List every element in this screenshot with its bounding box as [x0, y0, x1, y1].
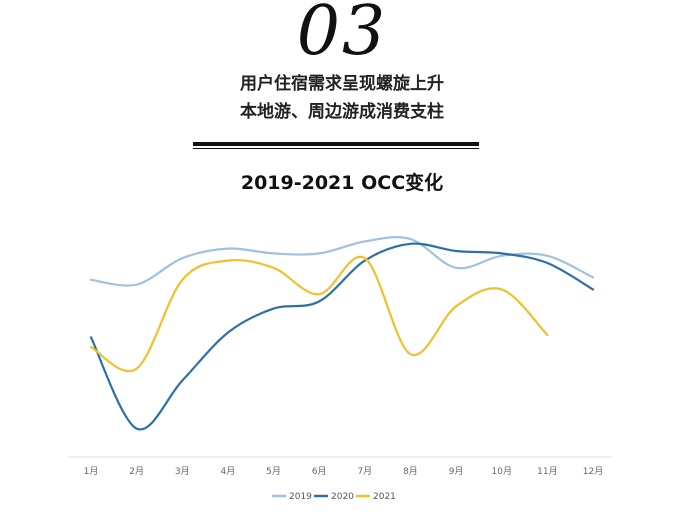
x-tick-label: 8月: [403, 466, 418, 477]
headline-line-1: 用户住宿需求呈现螺旋上升: [240, 74, 444, 94]
legend-label-2021: 2021: [373, 492, 396, 502]
legend-label-2019: 2019: [289, 492, 312, 502]
x-tick-label: 9月: [449, 466, 464, 477]
divider-thin: [193, 148, 479, 149]
chart-title: 2019-2021 OCC变化: [240, 172, 444, 194]
x-tick-label: 1月: [84, 466, 99, 477]
x-tick-label: 5月: [266, 466, 281, 477]
x-tick-label: 12月: [583, 466, 603, 477]
x-tick-labels: 1月 2月 3月 4月 5月 6月 7月 8月 9月 10月 11月 12月: [84, 466, 604, 477]
x-tick-label: 11月: [537, 466, 557, 477]
x-tick-label: 6月: [312, 466, 327, 477]
series-line-2019: [89, 236, 595, 287]
legend-label-2020: 2020: [331, 492, 354, 502]
x-tick-label: 2月: [129, 466, 144, 477]
x-tick-label: 10月: [492, 466, 512, 477]
series-layer: [89, 236, 595, 431]
divider-thick: [193, 142, 479, 146]
headline-line-2: 本地游、周边游成消费支柱: [240, 102, 444, 122]
section-number: 03: [296, 0, 388, 71]
legend: 2019 2020 2021: [272, 492, 396, 502]
series-line-2020: [89, 242, 595, 431]
x-tick-label: 3月: [175, 466, 190, 477]
series-line-2021: [89, 255, 549, 373]
x-tick-label: 7月: [357, 466, 372, 477]
x-tick-label: 4月: [221, 466, 236, 477]
